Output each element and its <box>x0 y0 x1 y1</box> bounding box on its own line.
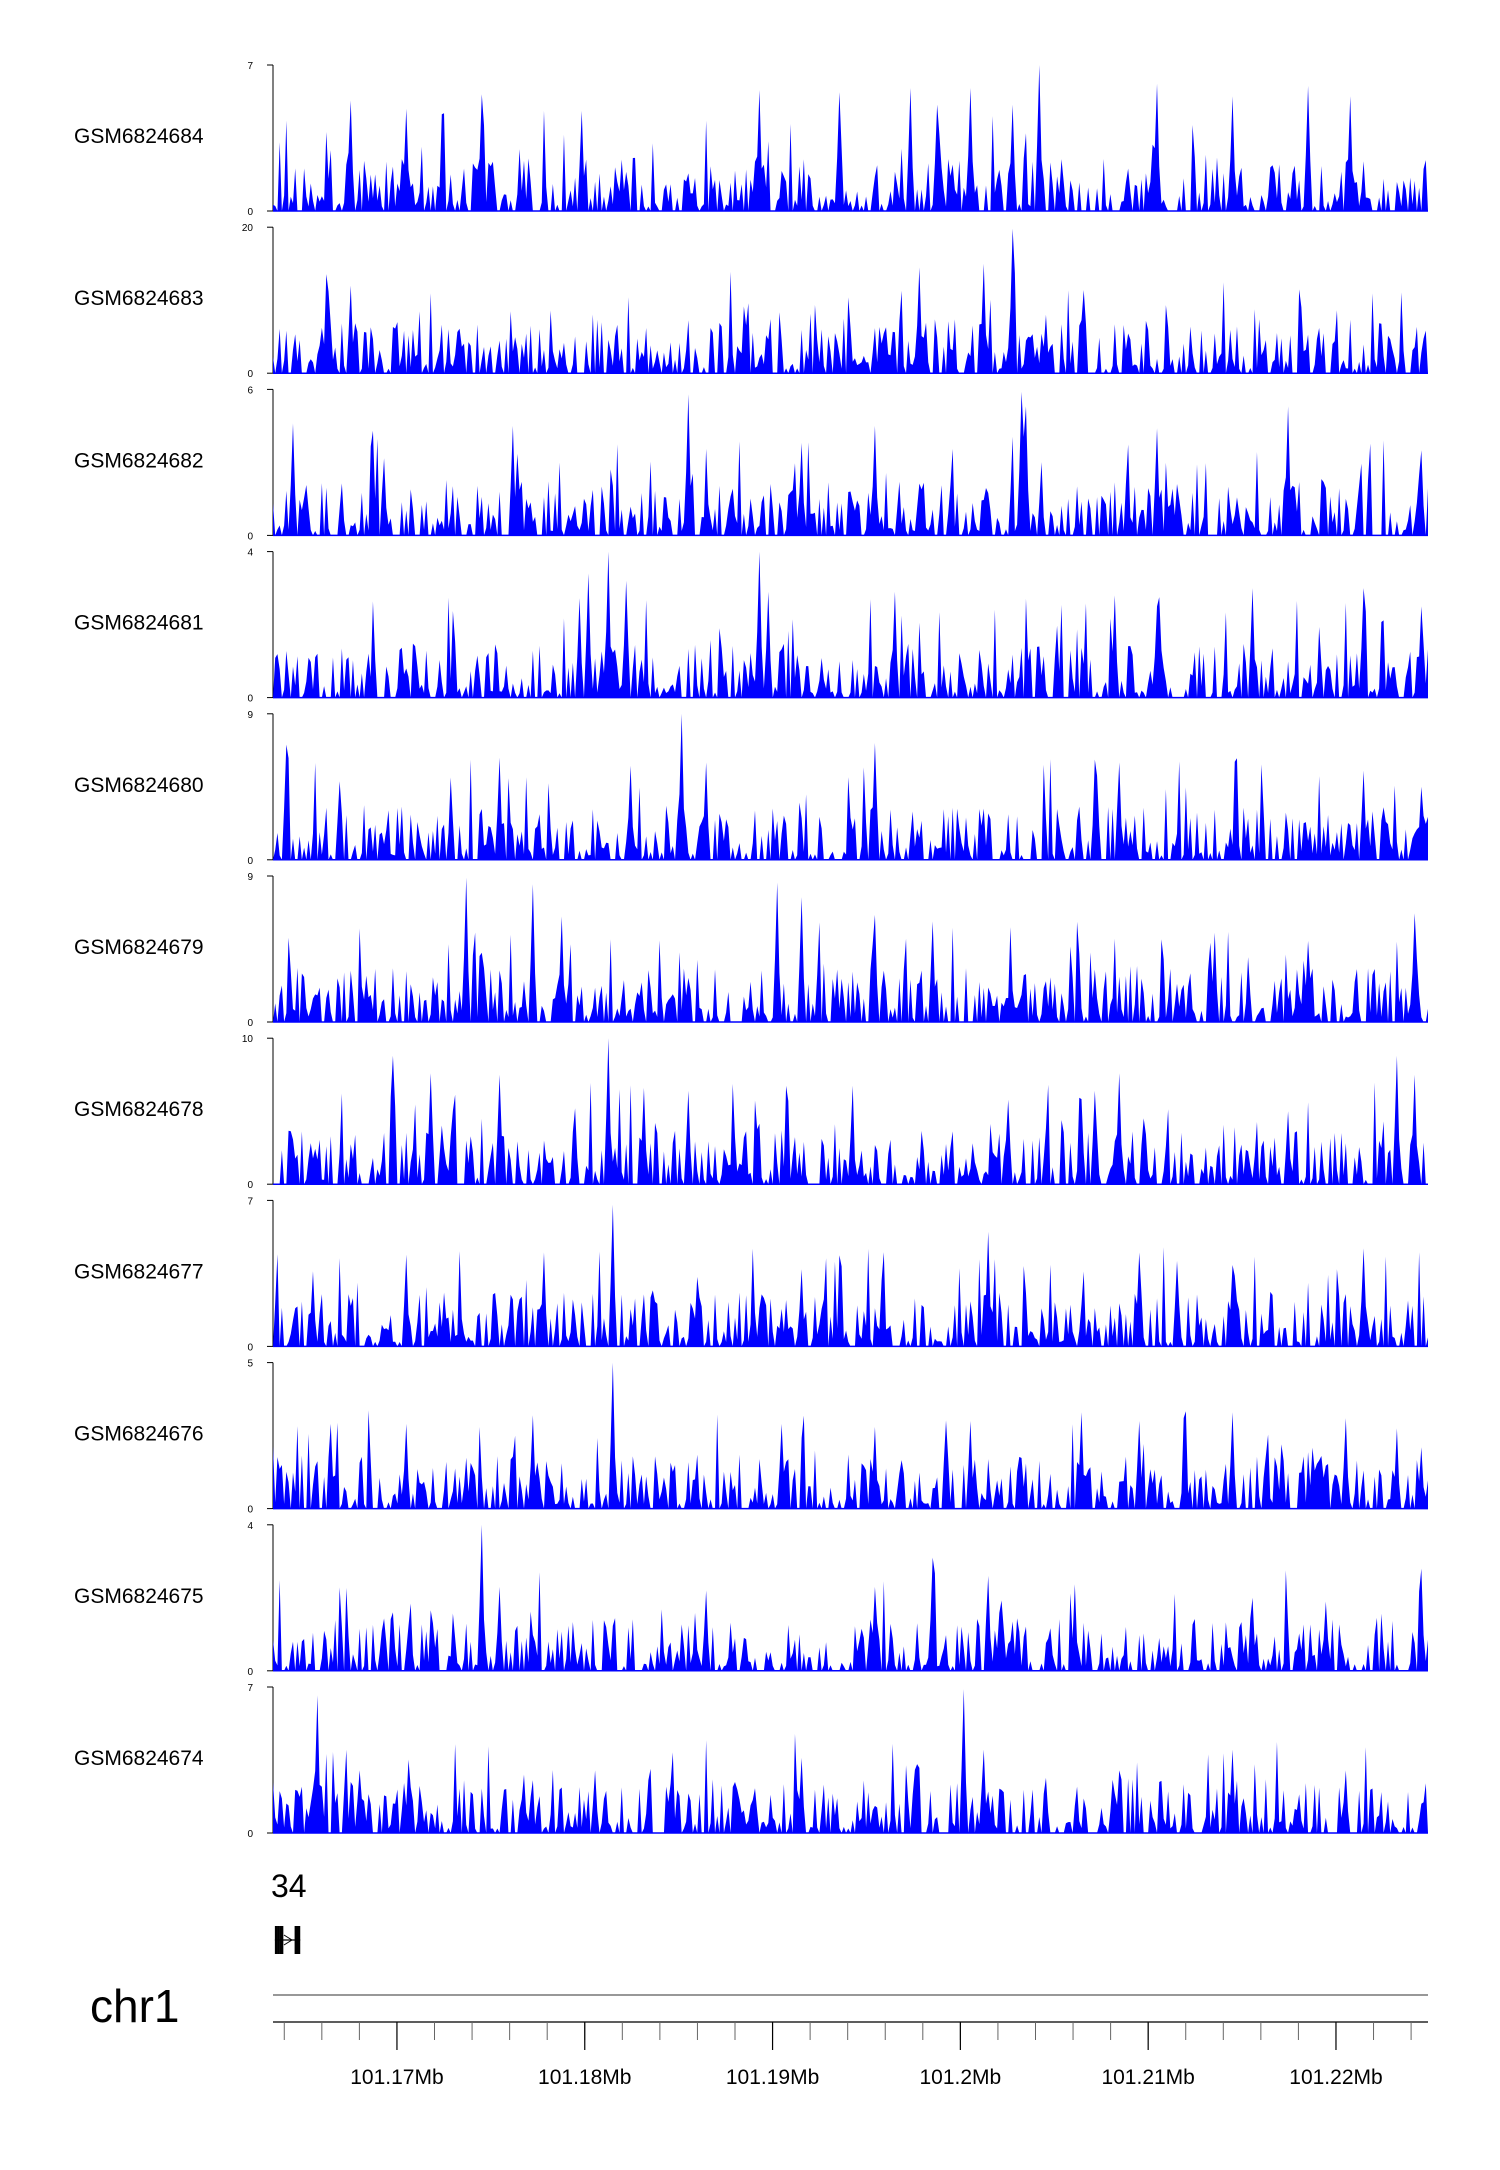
track-GSM6824683: GSM6824683 20 0 <box>74 223 1428 380</box>
coverage-area <box>273 1689 1428 1833</box>
gene-exon <box>277 1926 280 1954</box>
x-tick-label: 101.18Mb <box>538 2066 631 2089</box>
chromosome-label: chr1 <box>90 1980 179 2032</box>
genome-axis: chr1 101.17Mb 101.18Mb 101.19Mb 101.2Mb 101.… <box>90 1980 1428 2089</box>
track-GSM6824677: GSM6824677 7 0 <box>74 1196 1428 1353</box>
y-tick-label: 7 <box>247 61 253 72</box>
y-tick-label: 7 <box>247 1683 253 1694</box>
gene-annotation-track: 34 <box>271 1868 307 1954</box>
gene-model-glyph <box>274 1926 301 1954</box>
track-GSM6824684: GSM6824684 7 0 <box>74 61 1428 218</box>
y-tick-label: 6 <box>247 385 253 396</box>
gene-exon <box>294 1926 301 1954</box>
y-tick-label: 20 <box>242 223 254 234</box>
track-GSM6824675: GSM6824675 4 0 <box>74 1521 1428 1678</box>
coverage-area <box>273 877 1428 1022</box>
coverage-area <box>273 1524 1428 1671</box>
y-tick-label: 0 <box>247 1180 253 1191</box>
y-tick-label: 4 <box>247 1521 253 1532</box>
strand-arrow <box>283 1934 293 1946</box>
coverage-area <box>273 391 1428 536</box>
coverage-area <box>273 228 1428 374</box>
y-tick-label: 0 <box>247 531 253 542</box>
coverage-area <box>273 1038 1428 1185</box>
track-GSM6824682: GSM6824682 6 0 <box>74 385 1428 542</box>
track-name: GSM6824674 <box>74 1747 204 1770</box>
y-tick-label: 0 <box>247 1667 253 1678</box>
track-name: GSM6824682 <box>74 449 204 472</box>
track-name: GSM6824675 <box>74 1585 204 1608</box>
track-name: GSM6824679 <box>74 936 204 959</box>
y-tick-label: 0 <box>247 369 253 380</box>
track-GSM6824678: GSM6824678 10 0 <box>74 1034 1428 1191</box>
coverage-area <box>273 65 1428 211</box>
x-tick-label: 101.21Mb <box>1101 2066 1194 2089</box>
y-tick-label: 9 <box>247 710 253 721</box>
axis-ticks: 101.17Mb 101.18Mb 101.19Mb 101.2Mb 101.21Mb 1… <box>273 2021 1428 2089</box>
y-tick-label: 0 <box>247 1505 253 1516</box>
y-tick-label: 9 <box>247 872 253 883</box>
track-name: GSM6824684 <box>74 125 204 148</box>
track-name: GSM6824676 <box>74 1423 204 1446</box>
coverage-area <box>273 1362 1428 1509</box>
track-name: GSM6824683 <box>74 287 204 310</box>
gene-exon <box>274 1926 278 1954</box>
track-GSM6824679: GSM6824679 9 0 <box>74 872 1428 1029</box>
coverage-area <box>273 551 1428 698</box>
track-name: GSM6824677 <box>74 1260 204 1283</box>
track-name: GSM6824680 <box>74 774 204 797</box>
y-tick-label: 5 <box>247 1359 253 1370</box>
y-tick-label: 0 <box>247 1018 253 1029</box>
coverage-tracks: GSM682468470GSM6824683200GSM682468260GSM… <box>74 61 1428 1840</box>
y-tick-label: 0 <box>247 856 253 867</box>
x-tick-label: 101.19Mb <box>726 2066 819 2089</box>
track-GSM6824674: GSM6824674 7 0 <box>74 1683 1428 1840</box>
y-tick-label: 0 <box>247 1829 253 1840</box>
y-tick-label: 0 <box>247 694 253 705</box>
track-GSM6824680: GSM6824680 9 0 <box>74 710 1428 867</box>
x-tick-label: 101.2Mb <box>919 2066 1001 2089</box>
y-tick-label: 10 <box>242 1034 254 1045</box>
y-tick-label: 0 <box>247 1342 253 1353</box>
x-tick-label: 101.22Mb <box>1289 2066 1382 2089</box>
track-GSM6824681: GSM6824681 4 0 <box>74 548 1428 705</box>
gene-exon <box>279 1926 284 1954</box>
y-tick-label: 7 <box>247 1196 253 1207</box>
coverage-area <box>273 713 1428 860</box>
y-tick-label: 4 <box>247 548 253 559</box>
x-tick-label: 101.17Mb <box>350 2066 443 2089</box>
gene-label: 34 <box>271 1868 307 1904</box>
chromosome-ideogram <box>273 1994 1428 2023</box>
coverage-area <box>273 1204 1428 1347</box>
y-tick-label: 0 <box>247 207 253 218</box>
track-name: GSM6824678 <box>74 1098 204 1121</box>
track-GSM6824676: GSM6824676 5 0 <box>74 1359 1428 1516</box>
track-name: GSM6824681 <box>74 612 204 635</box>
